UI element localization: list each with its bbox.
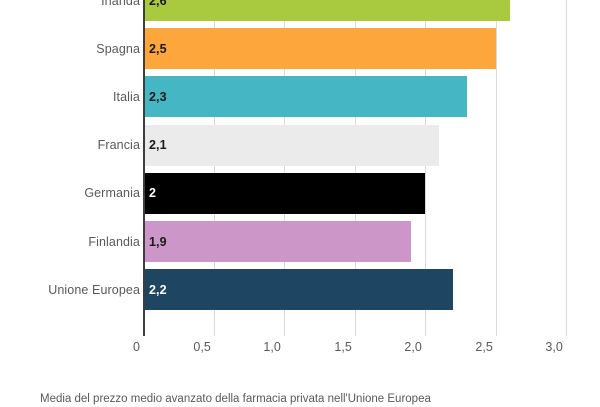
bar-value-label: 2,3 <box>149 89 167 104</box>
bar-row: Germania 2 <box>0 172 600 214</box>
x-axis-tick-labels: 0 0,5 1,0 1,5 2,0 2,5 3,0 <box>0 336 600 362</box>
gridline-1-0 <box>284 0 285 336</box>
gridline-2-5 <box>496 0 497 336</box>
bar-francia: 2,1 <box>144 124 440 166</box>
x-tick-0: 0 <box>132 340 140 354</box>
bar-row: Unione Europea 2,2 <box>0 269 600 311</box>
bar-value-label: 2,6 <box>149 0 167 8</box>
plot-area: Irlanda 2,6 Spagna 2,5 Italia 2,3 Francia 2,1 Ge… <box>0 0 600 336</box>
category-label-francia: Francia <box>97 138 140 153</box>
category-label-germania: Germania <box>84 186 140 201</box>
bar-row: Italia 2,3 <box>0 76 600 118</box>
bar-value-label: 2,5 <box>149 41 167 56</box>
bar-spagna: 2,5 <box>144 28 496 70</box>
bar-finlandia: 1,9 <box>144 221 411 262</box>
bar-irlanda: 2,6 <box>144 0 510 21</box>
bar-row: Spagna 2,5 <box>0 28 600 70</box>
category-label-spagna: Spagna <box>96 41 140 56</box>
bar-germania: 2 <box>144 172 425 214</box>
bar-value-label: 2,2 <box>149 282 167 297</box>
bar-row: Finlandia 1,9 <box>0 221 600 262</box>
category-label-italia: Italia <box>112 89 140 104</box>
category-label-unione-europea: Unione Europea <box>48 282 140 297</box>
gridline-3-0 <box>566 0 567 336</box>
gridline-1-5 <box>355 0 356 336</box>
bar-row: Francia 2,1 <box>0 124 600 166</box>
x-tick-1-0: 1,0 <box>263 340 281 354</box>
bar-value-label: 1,9 <box>149 234 167 249</box>
x-tick-3-0: 3,0 <box>545 340 563 354</box>
x-tick-2-5: 2,5 <box>475 340 493 354</box>
gridline-0-5 <box>214 0 215 336</box>
x-tick-2-0: 2,0 <box>404 340 422 354</box>
gridline-2-0 <box>425 0 426 336</box>
x-tick-0-5: 0,5 <box>193 340 211 354</box>
bar-italia: 2,3 <box>144 76 468 118</box>
bar-unione-europea: 2,2 <box>144 269 454 311</box>
bar-value-label: 2 <box>149 186 157 201</box>
bar-rows: Irlanda 2,6 Spagna 2,5 Italia 2,3 Francia 2,1 Ge… <box>0 0 600 311</box>
value-axis-line <box>143 0 145 336</box>
category-label-finlandia: Finlandia <box>88 234 140 249</box>
x-tick-1-5: 1,5 <box>334 340 352 354</box>
bar-value-label: 2,1 <box>149 138 167 153</box>
bar-row: Irlanda 2,6 <box>0 0 600 21</box>
category-label-irlanda: Irlanda <box>101 0 140 8</box>
